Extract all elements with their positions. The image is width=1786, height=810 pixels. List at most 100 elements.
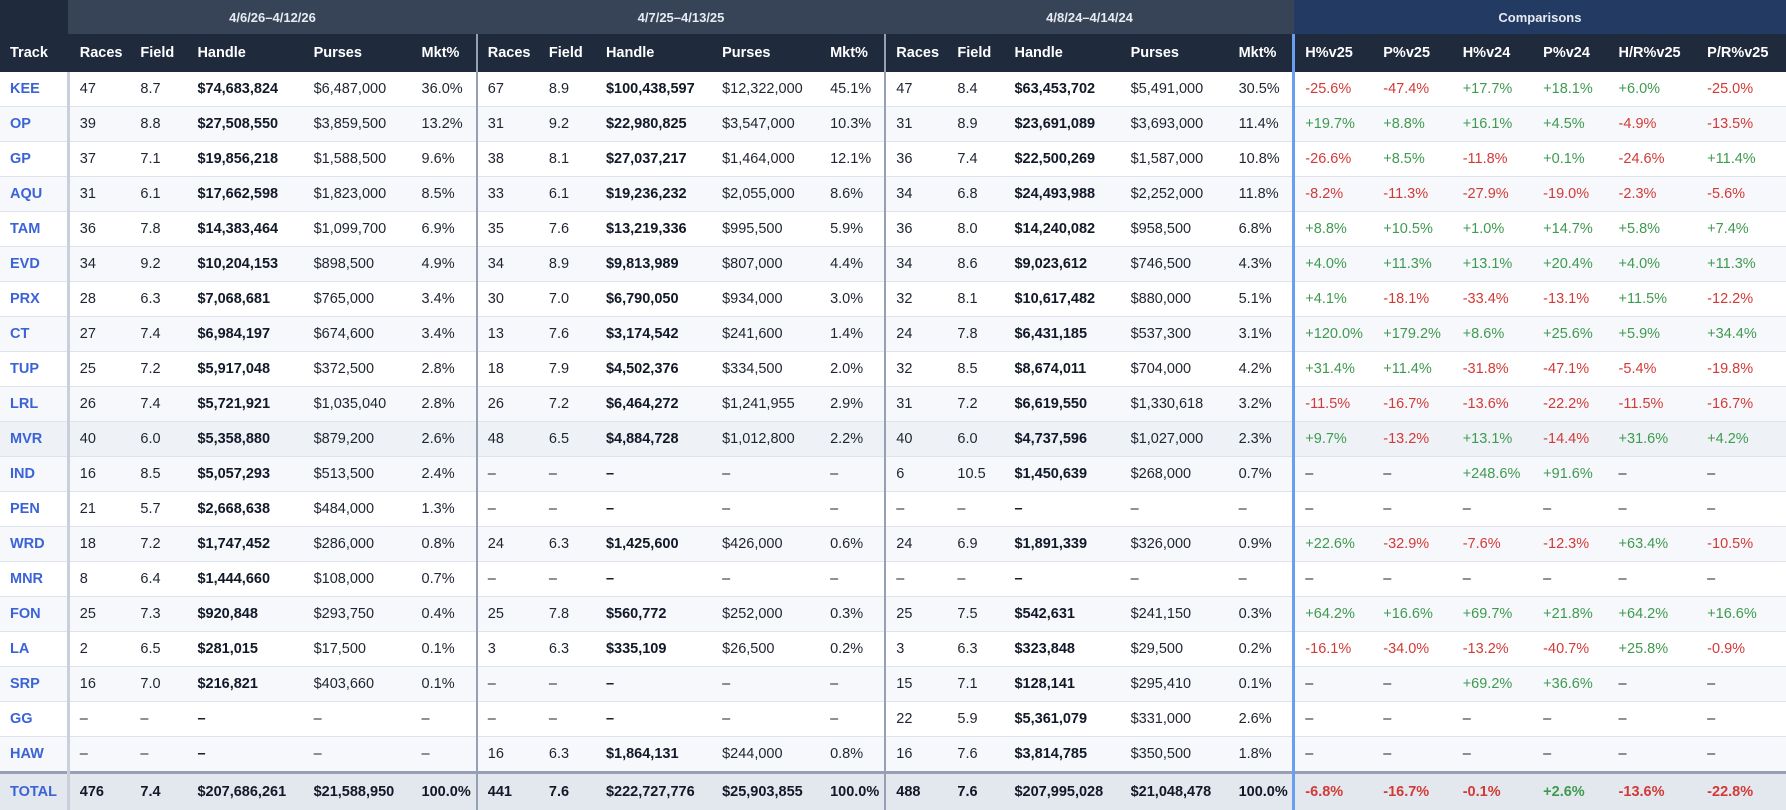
cell-races: 16 [68, 457, 130, 492]
cell-races: 21 [68, 492, 130, 527]
cell-ppctv25: +8.5% [1373, 142, 1452, 177]
track-link[interactable]: OP [0, 107, 68, 142]
column-header-purses[interactable]: Purses [1121, 34, 1229, 72]
cell-purses: $326,000 [1121, 527, 1229, 562]
column-header-ppctv24[interactable]: P%v24 [1533, 34, 1608, 72]
cell-handle: $22,980,825 [596, 107, 712, 142]
column-header-field[interactable]: Field [130, 34, 187, 72]
cell-handle: – [596, 492, 712, 527]
column-header-field[interactable]: Field [539, 34, 596, 72]
cell-handle: $323,848 [1004, 632, 1120, 667]
cell-mktpct: 8.5% [412, 177, 477, 212]
column-header-purses[interactable]: Purses [304, 34, 412, 72]
column-header-races[interactable]: Races [68, 34, 130, 72]
track-link[interactable]: HAW [0, 737, 68, 773]
cell-purses: – [712, 457, 820, 492]
track-link[interactable]: WRD [0, 527, 68, 562]
column-header-mktpct[interactable]: Mkt% [1229, 34, 1294, 72]
cell-p-rpctv25: – [1697, 702, 1786, 737]
cell-purses: $334,500 [712, 352, 820, 387]
cell-ppctv25: -16.7% [1373, 387, 1452, 422]
track-link[interactable]: PEN [0, 492, 68, 527]
cell-mktpct: 11.4% [1229, 107, 1294, 142]
cell-ppctv25: +179.2% [1373, 317, 1452, 352]
group-header-row: 4/6/26–4/12/26 4/7/25–4/13/25 4/8/24–4/1… [0, 0, 1786, 34]
cell-purses: $880,000 [1121, 282, 1229, 317]
track-link[interactable]: LRL [0, 387, 68, 422]
column-header-handle[interactable]: Handle [1004, 34, 1120, 72]
column-header-handle[interactable]: Handle [596, 34, 712, 72]
column-header-hpctv24[interactable]: H%v24 [1453, 34, 1533, 72]
cell-p-rpctv25: -22.8% [1697, 773, 1786, 810]
column-header-races[interactable]: Races [885, 34, 947, 72]
track-link[interactable]: IND [0, 457, 68, 492]
cell-mktpct: 0.8% [412, 527, 477, 562]
cell-field: 6.3 [539, 527, 596, 562]
cell-hpctv25: – [1294, 702, 1373, 737]
track-link[interactable]: AQU [0, 177, 68, 212]
cell-handle: $560,772 [596, 597, 712, 632]
cell-purses: – [712, 667, 820, 702]
track-link[interactable]: CT [0, 317, 68, 352]
cell-mktpct: 6.8% [1229, 212, 1294, 247]
cell-purses: $898,500 [304, 247, 412, 282]
cell-mktpct: 0.8% [820, 737, 885, 773]
cell-purses: $537,300 [1121, 317, 1229, 352]
cell-field: 5.9 [947, 702, 1004, 737]
cell-mktpct: 0.2% [820, 632, 885, 667]
cell-mktpct: 1.8% [1229, 737, 1294, 773]
cell-mktpct: – [820, 492, 885, 527]
track-link[interactable]: KEE [0, 72, 68, 107]
cell-handle: $4,884,728 [596, 422, 712, 457]
cell-field: 7.0 [539, 282, 596, 317]
cell-handle: $1,747,452 [187, 527, 303, 562]
cell-field: 9.2 [130, 247, 187, 282]
cell-races: 33 [477, 177, 539, 212]
cell-mktpct: – [820, 702, 885, 737]
cell-ppctv25: -47.4% [1373, 72, 1452, 107]
track-link[interactable]: TUP [0, 352, 68, 387]
cell-ppctv25: – [1373, 457, 1452, 492]
track-link[interactable]: LA [0, 632, 68, 667]
cell-ppctv24: -14.4% [1533, 422, 1608, 457]
track-link[interactable]: MNR [0, 562, 68, 597]
column-header-track[interactable]: Track [0, 34, 68, 72]
cell-mktpct: 0.1% [412, 667, 477, 702]
track-link[interactable]: TOTAL [0, 773, 68, 810]
column-header-ppctv25[interactable]: P%v25 [1373, 34, 1452, 72]
cell-purses: $1,823,000 [304, 177, 412, 212]
track-link[interactable]: GP [0, 142, 68, 177]
cell-handle: $4,502,376 [596, 352, 712, 387]
cell-handle: $4,737,596 [1004, 422, 1120, 457]
track-link[interactable]: SRP [0, 667, 68, 702]
track-link[interactable]: FON [0, 597, 68, 632]
cell-field: 8.0 [947, 212, 1004, 247]
cell-purses: $21,048,478 [1121, 773, 1229, 810]
column-header-hpctv25[interactable]: H%v25 [1294, 34, 1373, 72]
column-header-p-rpctv25[interactable]: P/R%v25 [1697, 34, 1786, 72]
cell-races: 18 [477, 352, 539, 387]
column-header-field[interactable]: Field [947, 34, 1004, 72]
cell-purses: $1,588,500 [304, 142, 412, 177]
column-header-mktpct[interactable]: Mkt% [820, 34, 885, 72]
cell-field: 7.6 [539, 317, 596, 352]
cell-field: 7.9 [539, 352, 596, 387]
column-header-purses[interactable]: Purses [712, 34, 820, 72]
track-link[interactable]: TAM [0, 212, 68, 247]
cell-hpctv25: +8.8% [1294, 212, 1373, 247]
column-header-races[interactable]: Races [477, 34, 539, 72]
cell-races: – [885, 562, 947, 597]
cell-h-rpctv25: +31.6% [1609, 422, 1698, 457]
column-header-h-rpctv25[interactable]: H/R%v25 [1609, 34, 1698, 72]
column-header-mktpct[interactable]: Mkt% [412, 34, 477, 72]
track-link[interactable]: GG [0, 702, 68, 737]
column-header-handle[interactable]: Handle [187, 34, 303, 72]
track-link[interactable]: EVD [0, 247, 68, 282]
track-link[interactable]: PRX [0, 282, 68, 317]
cell-ppctv24: -22.2% [1533, 387, 1608, 422]
cell-ppctv24: -19.0% [1533, 177, 1608, 212]
cell-mktpct: – [1229, 492, 1294, 527]
track-link[interactable]: MVR [0, 422, 68, 457]
